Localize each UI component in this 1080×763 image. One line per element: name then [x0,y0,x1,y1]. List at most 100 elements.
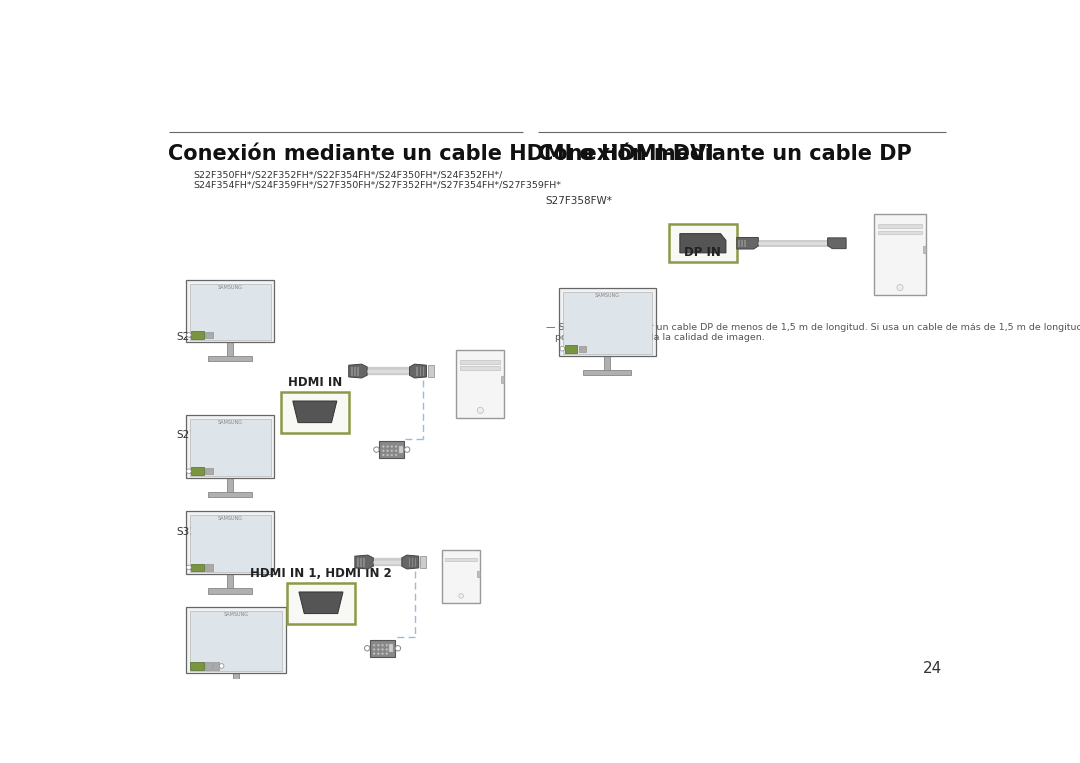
Circle shape [377,644,379,646]
Circle shape [382,449,384,452]
Bar [191,467,203,475]
Circle shape [387,454,389,456]
Text: S32F351FU*: S32F351FU* [176,526,241,536]
Bar [379,441,404,458]
Bar [361,559,362,567]
Circle shape [219,664,224,668]
Bar [287,583,355,624]
Circle shape [477,407,484,414]
Polygon shape [293,401,337,423]
Bar [739,240,740,246]
Circle shape [405,447,410,452]
Bar [191,331,203,339]
Text: podría verse afectada la calidad de imagen.: podría verse afectada la calidad de imag… [545,333,765,343]
Bar [741,240,743,246]
Circle shape [377,649,379,650]
Circle shape [187,468,191,474]
Bar [442,550,481,603]
Circle shape [391,449,393,452]
Bar [878,224,922,228]
Bar [419,367,421,376]
Bar [445,559,477,562]
Bar [227,342,233,356]
Bar [923,246,927,253]
Bar [186,607,286,673]
Bar [370,640,395,657]
Circle shape [386,649,388,650]
Circle shape [382,446,384,448]
Text: HDMI IN 1, HDMI IN 2: HDMI IN 1, HDMI IN 2 [251,567,392,580]
Bar [191,564,203,571]
Bar [420,556,427,568]
Bar [501,375,504,382]
Bar [208,356,253,361]
Circle shape [391,446,393,448]
Bar [212,687,261,692]
Text: S24F354FH*/S24F359FH*/S27F350FH*/S27F352FH*/S27F354FH*/S27F359FH*: S24F354FH*/S24F359FH*/S27F350FH*/S27F352… [193,180,562,189]
Bar [205,565,213,571]
Circle shape [381,644,383,646]
Bar [233,673,240,687]
Bar [579,346,586,352]
Bar [457,350,504,418]
Polygon shape [299,592,343,613]
Bar [354,367,355,376]
Text: S27F358FW*: S27F358FW* [545,195,612,205]
Circle shape [373,652,375,655]
Bar [460,366,500,370]
Text: HDMI IN: HDMI IN [287,376,342,389]
Text: — Se recomienda usar un cable DP de menos de 1,5 m de longitud. Si usa un cable : — Se recomienda usar un cable DP de meno… [545,323,1080,332]
Bar [583,369,632,375]
Circle shape [395,446,397,448]
Bar [186,280,274,342]
Bar [605,356,610,369]
Bar [205,332,213,338]
Polygon shape [737,237,758,249]
Bar [281,392,349,433]
Bar [205,468,213,475]
Bar [186,415,274,478]
Circle shape [373,649,375,650]
Text: Conexión mediante un cable DP: Conexión mediante un cable DP [538,144,912,164]
Bar [227,478,233,492]
Bar [422,367,424,376]
Bar [351,367,352,376]
Bar [227,575,233,588]
Bar [669,224,737,262]
Bar [190,284,270,340]
Bar [213,662,219,670]
Bar [190,515,270,572]
Bar [205,662,212,670]
Bar [363,559,365,567]
Circle shape [381,649,383,650]
Text: SAMSUNG: SAMSUNG [217,420,243,424]
Polygon shape [827,238,846,249]
Circle shape [187,333,191,337]
Bar [186,511,274,575]
Text: S27F358FW*: S27F358FW* [176,430,243,440]
Circle shape [391,454,393,456]
Bar [744,240,746,246]
Circle shape [386,644,388,646]
Text: S22F350FH*/S22F352FH*/S22F354FH*/S24F350FH*/S24F352FH*/: S22F350FH*/S22F352FH*/S22F354FH*/S24F350… [193,171,502,180]
Bar [477,571,481,577]
Circle shape [377,652,379,655]
Circle shape [395,645,401,651]
Text: S24F356FH*: S24F356FH* [176,332,241,342]
Bar [408,559,410,567]
Bar [208,492,253,497]
Bar [559,288,656,356]
Circle shape [386,652,388,655]
Text: SAMSUNG: SAMSUNG [595,292,620,298]
Circle shape [387,449,389,452]
Circle shape [896,285,903,291]
Bar [399,446,403,453]
Bar [208,588,253,594]
Bar [563,291,651,354]
Polygon shape [409,364,427,378]
Circle shape [561,346,565,351]
Bar [565,345,577,353]
Bar [357,559,359,567]
Text: Conexión mediante un cable HDMI o HDMI-DVI: Conexión mediante un cable HDMI o HDMI-D… [168,144,714,164]
Circle shape [364,645,369,651]
